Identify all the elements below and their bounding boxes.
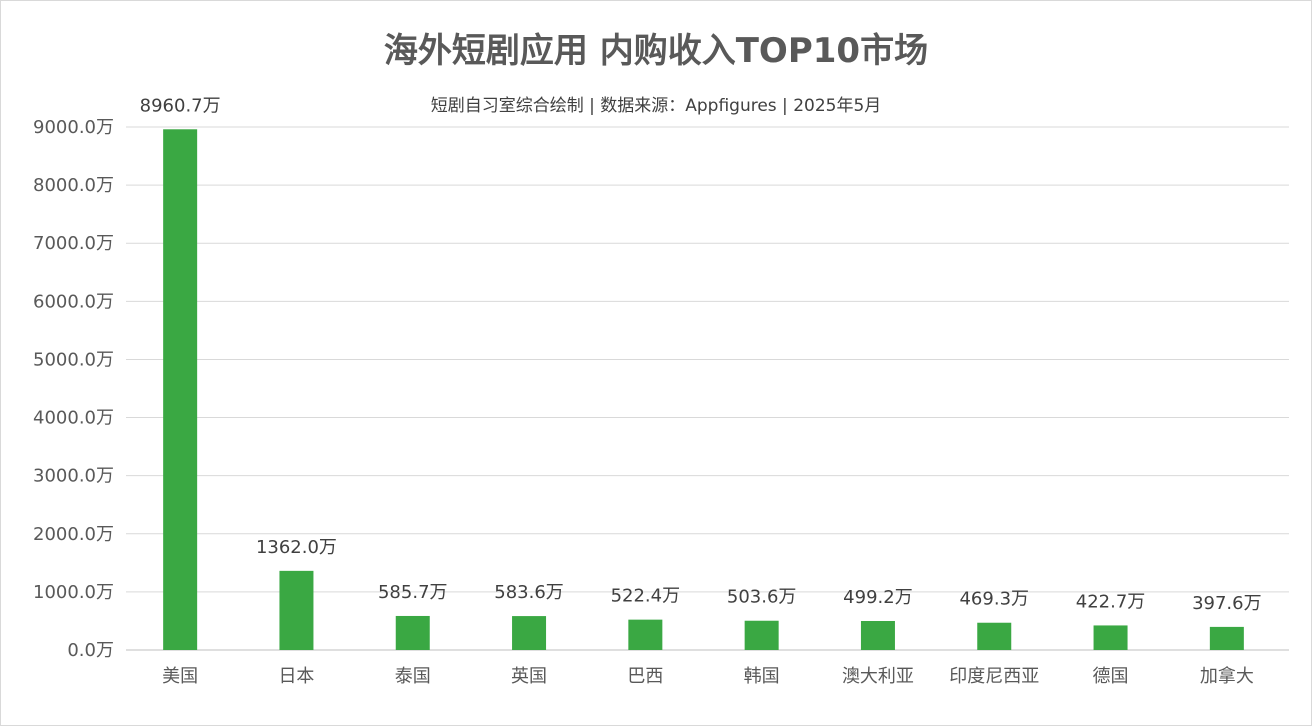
x-tick-label: 英国	[511, 666, 547, 687]
y-tick-label: 4000.0万	[33, 408, 114, 429]
data-label: 469.3万	[959, 589, 1029, 610]
bar	[860, 620, 895, 650]
bar	[279, 570, 314, 650]
x-tick-label: 美国	[162, 666, 198, 687]
x-tick-label: 泰国	[395, 666, 431, 687]
y-tick-label: 6000.0万	[33, 291, 114, 312]
data-label: 1362.0万	[256, 537, 337, 558]
y-tick-label: 5000.0万	[33, 349, 114, 370]
bar	[395, 615, 430, 650]
y-tick-label: 2000.0万	[33, 524, 114, 545]
x-tick-label: 韩国	[744, 666, 780, 687]
data-label: 585.7万	[378, 582, 448, 603]
y-tick-label: 7000.0万	[33, 233, 114, 254]
x-tick-label: 巴西	[627, 666, 663, 687]
data-label: 8960.7万	[140, 95, 221, 116]
y-tick-label: 9000.0万	[33, 117, 114, 138]
x-tick-label: 日本	[278, 666, 314, 687]
bar	[512, 616, 547, 650]
x-tick-label: 德国	[1093, 666, 1129, 687]
x-tick-label: 印度尼西亚	[949, 666, 1039, 687]
x-tick-label: 加拿大	[1200, 665, 1254, 687]
chart-subtitle: 短剧自习室综合绘制 | 数据来源：Appfigures | 2025年5月	[430, 96, 882, 116]
data-label: 522.4万	[611, 586, 681, 607]
x-tick-label: 澳大利亚	[842, 666, 914, 687]
y-tick-label: 3000.0万	[33, 466, 114, 487]
bar	[977, 622, 1012, 650]
chart-title: 海外短剧应用 内购收入TOP10市场	[383, 31, 929, 71]
y-tick-label: 8000.0万	[33, 175, 114, 196]
bar	[163, 129, 198, 651]
bar	[628, 619, 663, 650]
data-label: 422.7万	[1076, 591, 1146, 612]
bar	[1093, 625, 1128, 650]
bar	[744, 620, 779, 650]
data-label: 503.6万	[727, 587, 797, 608]
y-tick-label: 1000.0万	[33, 582, 114, 603]
data-label: 397.6万	[1192, 593, 1262, 614]
data-label: 583.6万	[494, 582, 564, 603]
y-tick-label: 0.0万	[67, 640, 114, 661]
data-label: 499.2万	[843, 587, 913, 608]
bar	[1209, 626, 1244, 650]
